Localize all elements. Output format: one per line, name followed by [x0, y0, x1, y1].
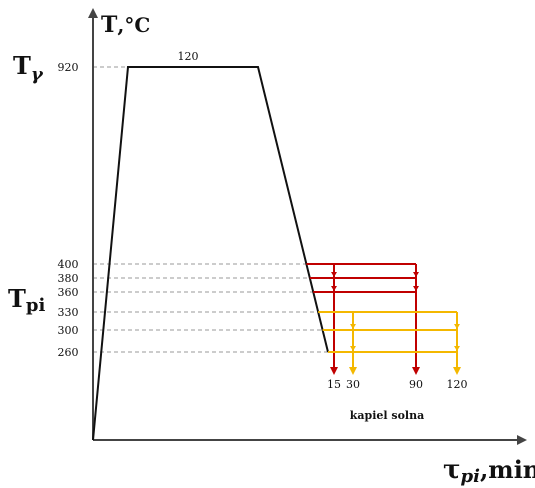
red-arrowhead-90-380 — [413, 272, 419, 277]
hold-time-label: 120 — [178, 50, 199, 63]
yellow-arrowhead-30-260 — [350, 346, 356, 351]
bath-label: kapiel solna — [350, 409, 424, 422]
yellow-arrowhead-120-260 — [454, 346, 460, 351]
red-arrowhead-90-360 — [413, 286, 419, 291]
x-axis-title: τpi,min — [443, 455, 535, 487]
y-tick-360: 360 — [58, 286, 79, 299]
x-tick-120: 120 — [447, 378, 468, 391]
red-arrowhead-15-360 — [331, 286, 337, 291]
y-tick-260: 260 — [58, 346, 79, 359]
x-tick-15: 15 — [327, 378, 341, 391]
t-gamma-label: Tγ — [13, 51, 44, 85]
temperature-profile — [92, 66, 329, 441]
y-axis-title: T,°C — [101, 12, 150, 38]
y-tick-300: 300 — [58, 324, 79, 337]
y-tick-330: 330 — [58, 306, 79, 319]
guide-lines — [93, 66, 328, 353]
yellow-isotherm-group — [318, 311, 461, 375]
x-tick-90: 90 — [409, 378, 423, 391]
t-pi-label: Tpi — [8, 284, 45, 316]
y-tick-920: 920 — [58, 61, 79, 74]
yellow-arrowhead-30-300 — [350, 324, 356, 329]
yellow-arrowhead-120-300 — [454, 324, 460, 329]
y-tick-380: 380 — [58, 272, 79, 285]
y-tick-400: 400 — [58, 258, 79, 271]
x-tick-labels: 15 30 90 120 — [327, 378, 468, 391]
red-arrowhead-15-380 — [331, 272, 337, 277]
red-isotherm-group — [306, 263, 420, 375]
x-tick-30: 30 — [346, 378, 360, 391]
